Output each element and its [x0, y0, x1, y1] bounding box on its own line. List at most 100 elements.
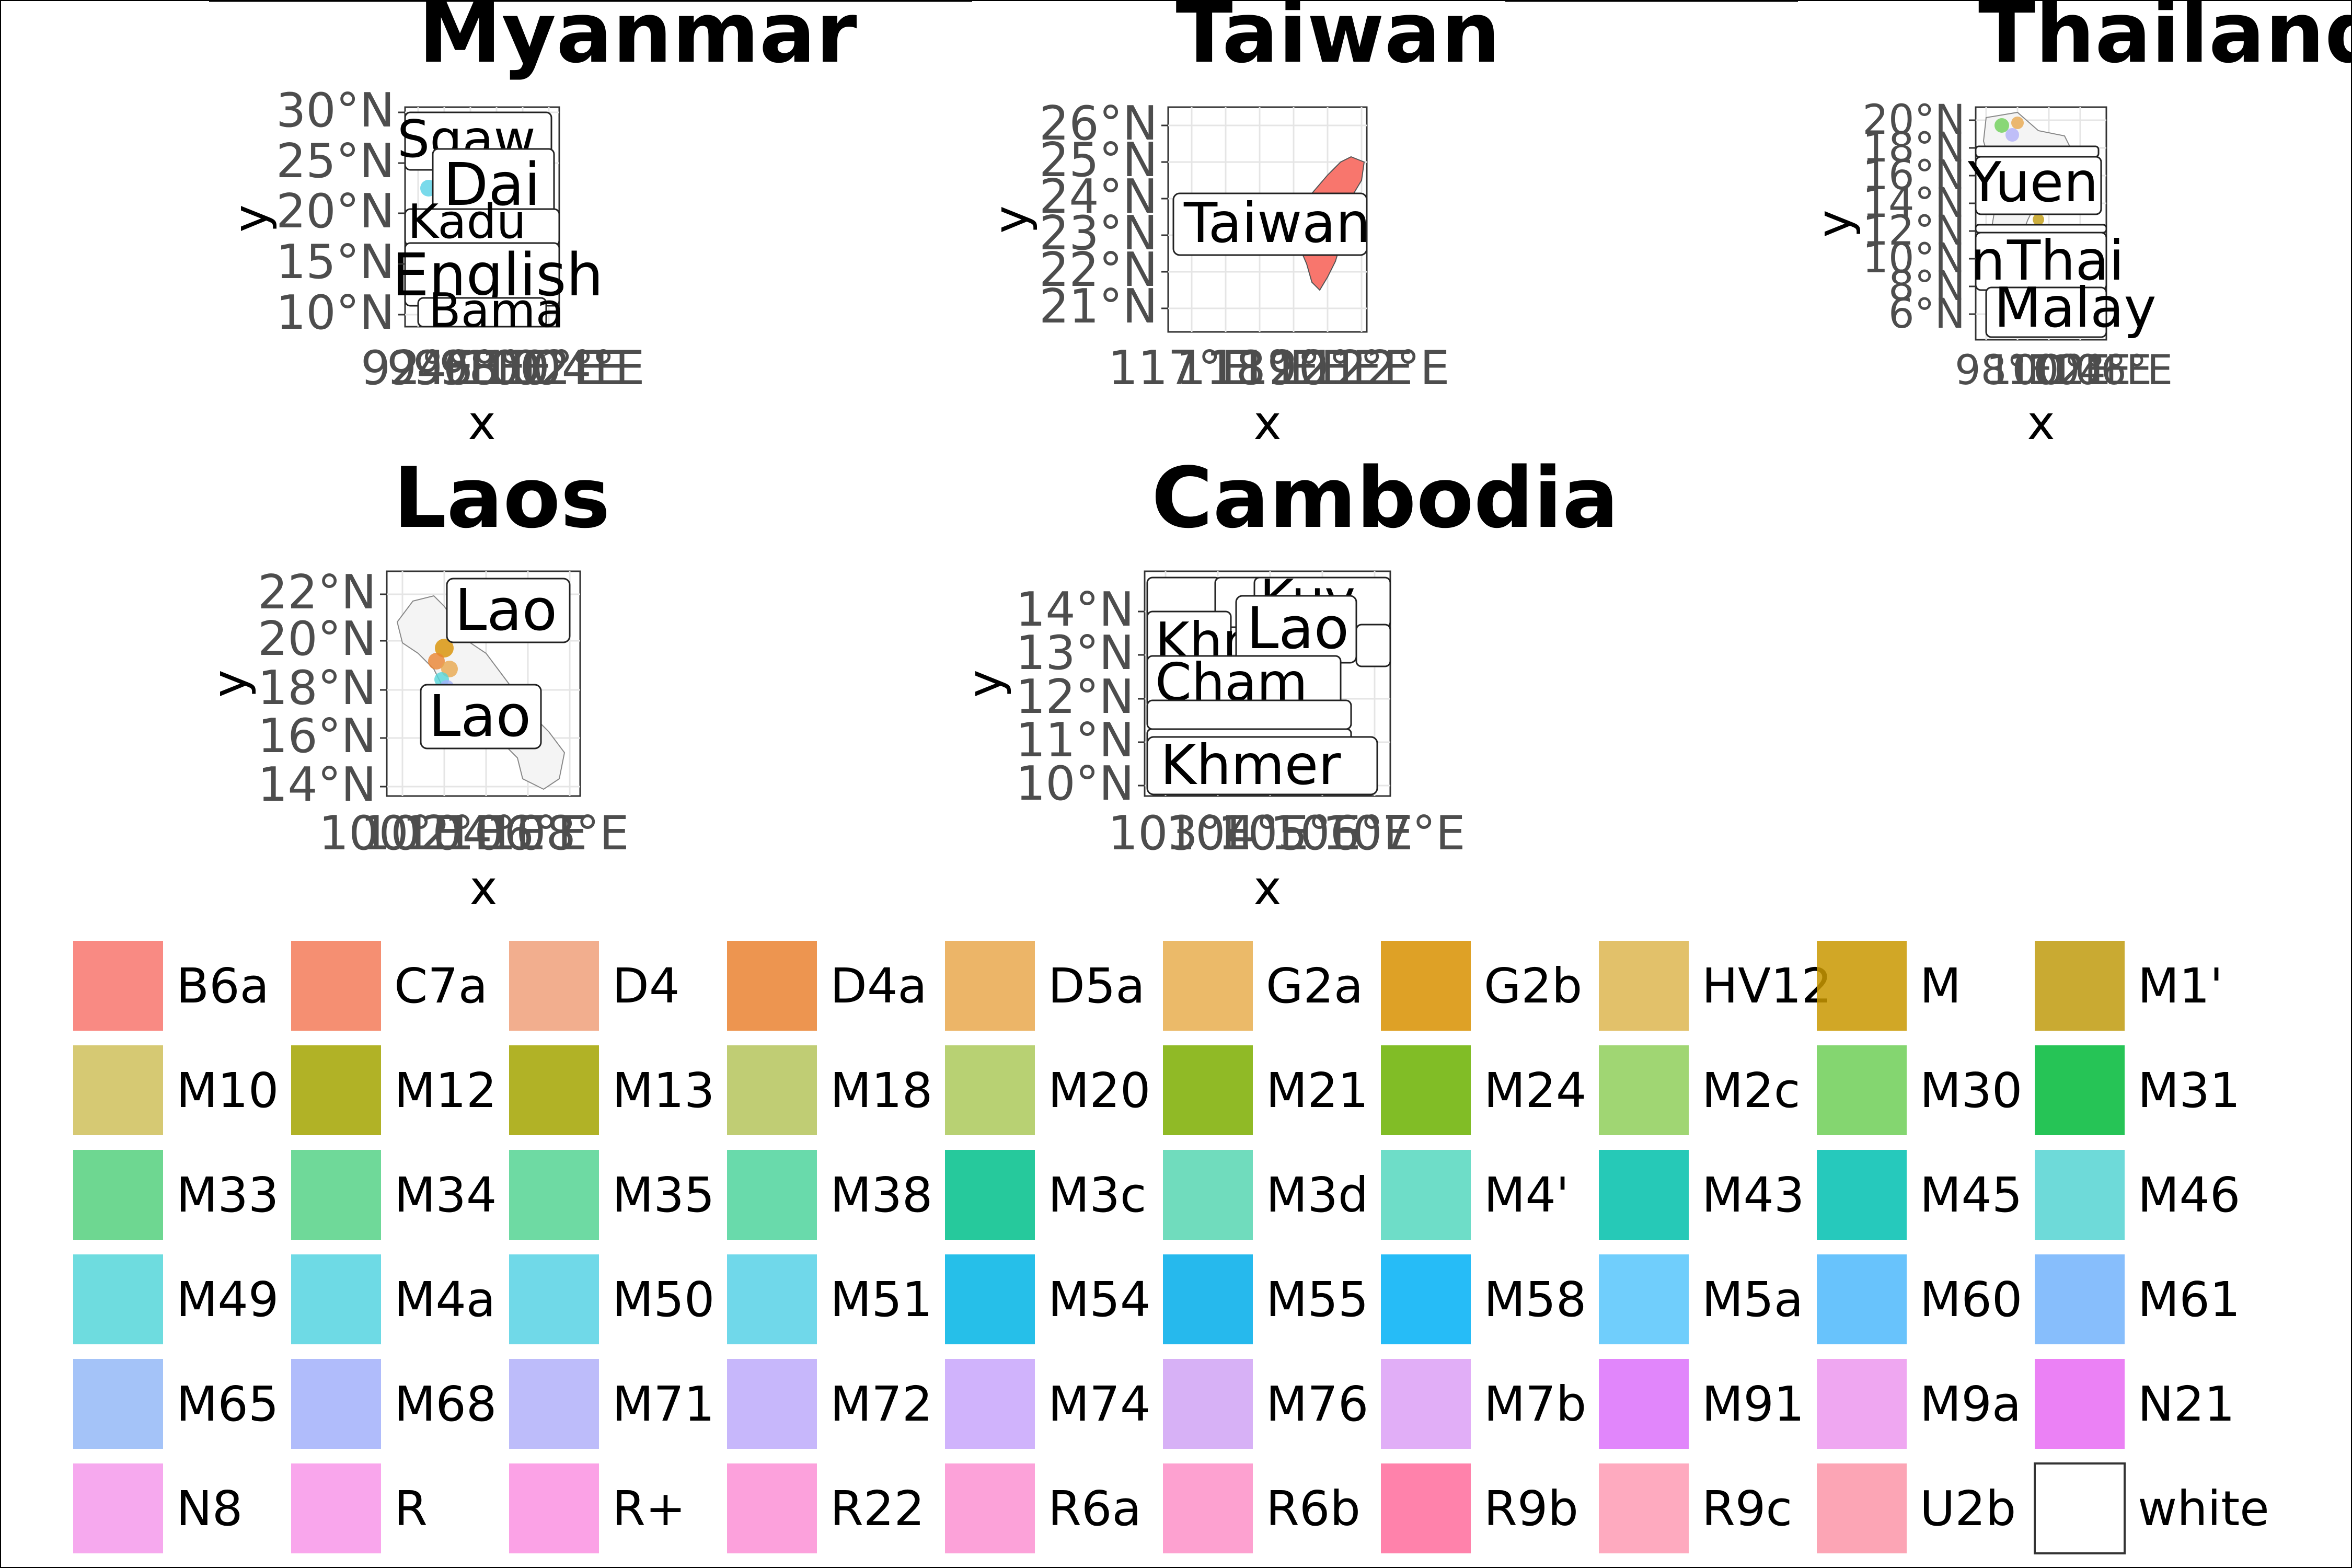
- legend-label: M71: [612, 1376, 714, 1432]
- legend-swatch: [291, 941, 381, 1031]
- x-tick-label: 104°E: [2028, 347, 2152, 394]
- legend-swatch: [1381, 1150, 1471, 1240]
- x-tick-label: 100°E: [1986, 347, 2110, 394]
- map-label: Kadu: [408, 194, 526, 249]
- legend-item: M31: [2035, 1045, 2240, 1135]
- legend-item: U2b: [1817, 1463, 2016, 1553]
- legend-label: M: [1920, 958, 1961, 1014]
- legend-swatch: [1381, 1254, 1471, 1344]
- legend: B6a C7a D4 D4a D5a G2a G2b HV12 M M1' M10 M12 M13 M18…: [73, 941, 2269, 1554]
- legend-label: M30: [1920, 1063, 2022, 1119]
- y-tick-label: 10°N: [276, 285, 395, 340]
- panel-title: Laos: [393, 449, 610, 547]
- legend-label: M21: [1266, 1063, 1368, 1119]
- legend-label: M46: [2138, 1167, 2240, 1223]
- x-tick-label: 104°E: [502, 341, 645, 396]
- legend-swatch: [1163, 1150, 1253, 1240]
- legend-swatch: [1817, 1463, 1907, 1553]
- legend-item: M91: [1599, 1359, 1804, 1449]
- legend-swatch: [291, 1045, 381, 1135]
- x-axis-ticks: 92°E 94°E 96°E 98°E 100°E 102°E 104°E: [361, 341, 645, 396]
- legend-label: R9c: [1702, 1481, 1792, 1537]
- legend-item: G2b: [1381, 941, 1582, 1031]
- legend-label: M61: [2138, 1272, 2240, 1328]
- legend-swatch: [509, 1254, 599, 1344]
- legend-label: M60: [1920, 1272, 2022, 1328]
- map-labels: Kuy Khmer Lao Cham Khmer: [1146, 568, 1391, 797]
- legend-swatch: [2035, 1150, 2125, 1240]
- legend-swatch: [945, 1150, 1035, 1240]
- legend-label: M49: [176, 1272, 279, 1328]
- x-tick-label: 121°E: [1270, 341, 1413, 396]
- y-tick-label: 16°N: [1862, 152, 1965, 199]
- legend-label: M20: [1048, 1063, 1150, 1119]
- legend-item: M60: [1817, 1254, 2022, 1344]
- legend-item: M76: [1163, 1359, 1368, 1449]
- legend-swatch: [1163, 1463, 1253, 1553]
- panel-thailand: Thailand Yuen Thai n M: [1807, 0, 2352, 451]
- legend-label: HV12: [1702, 958, 1832, 1014]
- y-tick-label: 8°N: [1888, 263, 1965, 310]
- legend-item: M49: [73, 1254, 279, 1344]
- legend-label: M9a: [1920, 1376, 2021, 1432]
- legend-swatch: [1817, 1150, 1907, 1240]
- legend-swatch: [509, 1359, 599, 1449]
- map-label-box: [1355, 624, 1391, 667]
- y-tick-label: 25°N: [276, 134, 395, 189]
- legend-swatch: [727, 1359, 817, 1449]
- legend-swatch: [1817, 941, 1907, 1031]
- panel-title: Taiwan: [1175, 0, 1500, 82]
- legend-label: M50: [612, 1272, 714, 1328]
- map-labels: Lao Lao: [420, 577, 571, 750]
- x-tick-label: 102°E: [2007, 347, 2131, 394]
- legend-swatch: [945, 1045, 1035, 1135]
- legend-label: M13: [612, 1063, 714, 1119]
- legend-label: M1': [2138, 958, 2223, 1014]
- legend-label: D5a: [1048, 958, 1145, 1014]
- legend-label: M74: [1048, 1376, 1150, 1432]
- y-tick-label: 12°N: [1016, 670, 1134, 724]
- legend-label: B6a: [176, 958, 269, 1014]
- legend-item: M46: [2035, 1150, 2240, 1240]
- x-tick-label: 104°E: [402, 806, 546, 861]
- legend-swatch: [2035, 1359, 2125, 1449]
- sample-point: [428, 653, 445, 670]
- y-axis-ticks: 26°N 25°N 24°N 23°N 22°N 21°N: [1039, 96, 1168, 334]
- legend-label: M76: [1266, 1376, 1368, 1432]
- legend-label: M7b: [1484, 1376, 1586, 1432]
- map-labels: Taiwan: [1172, 191, 1370, 256]
- legend-item: M74: [945, 1359, 1150, 1449]
- map-label: Dai: [443, 151, 540, 219]
- y-tick-label: 13°N: [1016, 626, 1134, 681]
- sample-point: [435, 639, 454, 658]
- map-label: n: [1970, 229, 2005, 293]
- legend-label: M51: [830, 1272, 932, 1328]
- x-axis-title: x: [468, 396, 495, 451]
- legend-item: white: [2034, 1462, 2269, 1554]
- legend-swatch: [1599, 1045, 1689, 1135]
- map-label: Thai: [2007, 229, 2124, 293]
- legend-label: M5a: [1702, 1272, 1803, 1328]
- legend-swatch: [727, 1254, 817, 1344]
- sample-point: [2033, 214, 2044, 225]
- map-labels: Yuen Thai n Malay: [1967, 145, 2157, 340]
- y-tick-label: 22°N: [1039, 243, 1158, 297]
- y-axis-ticks: 20°N 18°N 16°N 14°N 12°N 10°N 8°N 6°N: [1862, 97, 1976, 338]
- x-tick-label: 117°E: [1108, 341, 1251, 396]
- y-axis-title: y: [984, 205, 1039, 233]
- y-tick-label: 14°N: [258, 757, 376, 812]
- legend-label: M55: [1266, 1272, 1368, 1328]
- legend-item: D4a: [727, 941, 927, 1031]
- legend-item: D5a: [945, 941, 1145, 1031]
- legend-swatch: [945, 941, 1035, 1031]
- legend-label: M91: [1702, 1376, 1804, 1432]
- legend-item: M3d: [1163, 1150, 1368, 1240]
- x-tick-label: 106°E: [1270, 806, 1413, 861]
- legend-item: M51: [727, 1254, 932, 1344]
- legend-label: U2b: [1920, 1481, 2016, 1537]
- y-tick-label: 20°N: [1862, 97, 1965, 144]
- legend-item: N8: [73, 1463, 243, 1553]
- map-label: Lao: [429, 683, 531, 750]
- legend-item: M1': [2035, 941, 2223, 1031]
